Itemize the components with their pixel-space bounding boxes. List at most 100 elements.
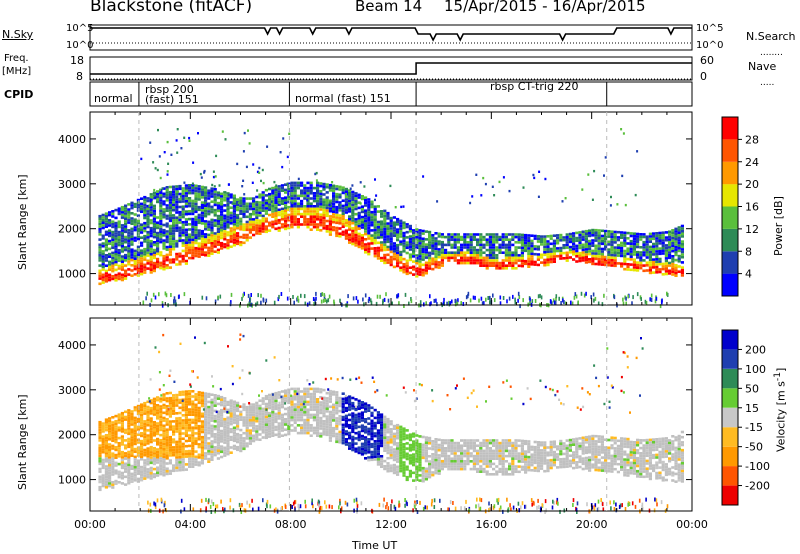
scatter-cell <box>101 263 105 266</box>
scatter-cell <box>626 242 630 245</box>
scatter-cell <box>364 449 368 452</box>
scatter-cell <box>328 222 332 226</box>
scatter-cell <box>127 210 131 214</box>
scatter-cell <box>232 233 236 237</box>
scatter-cell <box>98 454 102 458</box>
scatter-cell <box>325 219 329 223</box>
scatter-cell <box>216 415 220 419</box>
scatter-cell <box>364 212 368 215</box>
scatter-cell <box>370 200 374 204</box>
scatter-cell <box>344 206 348 209</box>
near-range-echo <box>262 297 265 302</box>
scatter-cell <box>261 420 265 424</box>
scatter-cell <box>104 277 108 280</box>
scatter-cell <box>572 240 576 243</box>
scatter-cell <box>527 242 531 245</box>
near-range-echo <box>308 301 311 306</box>
scatter-cell <box>277 195 281 199</box>
scatter-cell <box>127 409 131 412</box>
near-range-echo <box>346 301 349 306</box>
scatter-cell <box>453 235 457 239</box>
scatter-cell <box>671 262 675 266</box>
scatter-cell <box>380 212 384 216</box>
scatter-cell <box>437 253 441 256</box>
scatter-cell <box>418 270 422 274</box>
scatter-cell <box>645 235 649 238</box>
scatter-cell <box>101 458 105 462</box>
sparse-echo <box>212 170 215 173</box>
scatter-cell <box>268 406 272 410</box>
scatter-cell <box>364 214 368 218</box>
scatter-cell <box>399 235 403 238</box>
scatter-cell <box>501 251 505 254</box>
scatter-cell <box>143 266 147 269</box>
scatter-cell <box>370 223 374 227</box>
scatter-cell <box>261 219 265 223</box>
scatter-cell <box>191 251 195 255</box>
scatter-cell <box>613 241 617 244</box>
scatter-cell <box>204 452 208 455</box>
scatter-cell <box>495 261 499 265</box>
scatter-cell <box>178 184 182 188</box>
scatter-cell <box>680 271 684 275</box>
scatter-cell <box>351 404 355 408</box>
scatter-cell <box>117 449 121 453</box>
sparse-echo <box>191 182 194 185</box>
near-range-echo <box>175 302 177 307</box>
scatter-cell <box>239 196 243 200</box>
scatter-cell <box>236 435 240 439</box>
scatter-cell <box>373 252 377 255</box>
scatter-cell <box>197 244 201 248</box>
scatter-cell <box>184 246 188 250</box>
scatter-cell <box>162 455 166 459</box>
scatter-cell <box>98 475 102 479</box>
scatter-cell <box>332 200 336 203</box>
scatter-cell <box>287 198 291 201</box>
scatter-cell <box>191 457 195 461</box>
scatter-cell <box>373 205 377 208</box>
sparse-echo <box>292 187 295 190</box>
scatter-cell <box>191 439 195 442</box>
scatter-cell <box>236 242 240 246</box>
scatter-cell <box>578 244 582 247</box>
scatter-cell <box>271 197 275 200</box>
scatter-cell <box>232 194 236 198</box>
scatter-cell <box>607 235 611 238</box>
scatter-cell <box>293 220 297 224</box>
scatter-cell <box>594 252 598 255</box>
scatter-cell <box>338 402 342 405</box>
scatter-cell <box>578 231 582 234</box>
scatter-cell <box>172 198 176 202</box>
scatter-cell <box>181 458 185 461</box>
scatter-cell <box>677 260 681 263</box>
scatter-cell <box>178 218 182 222</box>
scatter-cell <box>191 199 195 203</box>
scatter-cell <box>165 199 169 202</box>
scatter-cell <box>332 189 336 193</box>
scatter-cell <box>178 231 182 235</box>
scatter-cell <box>98 246 102 249</box>
scatter-cell <box>607 240 611 244</box>
scatter-cell <box>156 422 160 425</box>
scatter-cell <box>296 212 300 216</box>
scatter-cell <box>581 230 585 234</box>
scatter-cell <box>223 402 227 405</box>
scatter-cell <box>581 233 585 236</box>
scatter-cell <box>674 266 678 270</box>
scatter-cell <box>207 460 211 463</box>
scatter-cell <box>396 256 400 260</box>
scatter-cell <box>200 222 204 225</box>
scatter-cell <box>290 220 294 224</box>
scatter-cell <box>514 251 518 254</box>
scatter-cell <box>197 437 201 441</box>
scatter-cell <box>354 192 358 195</box>
scatter-cell <box>236 216 240 220</box>
scatter-cell <box>380 230 384 234</box>
scatter-cell <box>309 186 313 190</box>
scatter-cell <box>130 420 134 424</box>
scatter-cell <box>220 244 224 248</box>
near-range-echo <box>573 295 576 300</box>
scatter-cell <box>236 232 240 235</box>
scatter-cell <box>332 228 336 232</box>
scatter-cell <box>328 230 332 234</box>
